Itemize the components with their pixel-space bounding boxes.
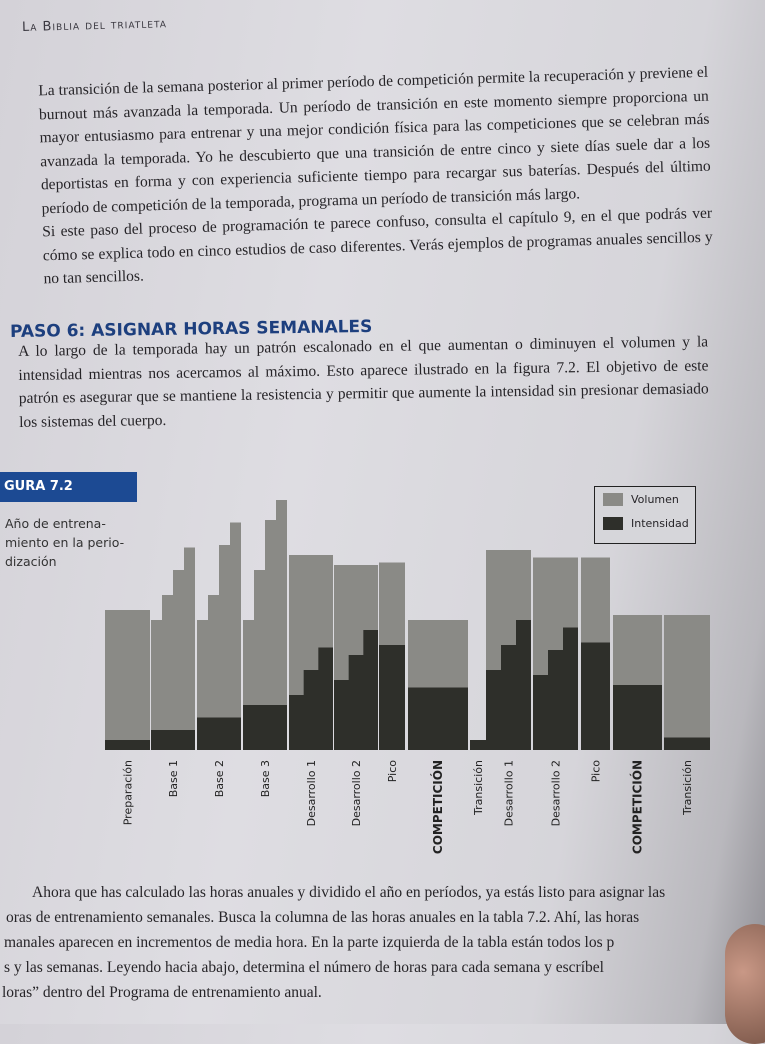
intensity-bar	[486, 620, 531, 750]
legend-label: Volumen	[631, 492, 679, 506]
volume-bar	[243, 500, 287, 750]
intensity-bar	[197, 717, 241, 750]
periodization-chart: Preparación Base 1 Base 2 Base 3 Desarrollo …	[105, 500, 710, 854]
x-tick-label: COMPETICIÓN	[430, 760, 445, 854]
paragraph: La transición de la semana posterior al …	[38, 63, 711, 217]
volume-bar	[105, 610, 150, 750]
finger	[725, 924, 765, 1044]
legend-swatch	[603, 516, 623, 530]
intensity-bar	[408, 687, 468, 750]
intensity-bar	[664, 737, 710, 750]
intensity-bar	[289, 647, 333, 750]
text-line: manales aparecen en incrementos de media…	[4, 934, 615, 951]
text-line: Ahora que has calculado las horas anuale…	[32, 884, 666, 901]
intensity-bar	[533, 627, 578, 750]
intensity-bar	[105, 740, 150, 750]
text-line: oras de entrenamiento semanales. Busca l…	[6, 909, 640, 926]
x-tick-label: Desarrollo 2	[350, 760, 363, 826]
intro-text: La transición de la semana posterior al …	[18, 61, 714, 292]
figure-caption: Año de entrena- miento en la perio- diza…	[5, 514, 145, 571]
intensity-bar	[581, 642, 610, 750]
x-tick-label: Pico	[590, 760, 603, 782]
text-line: s y las semanas. Leyendo hacia abajo, de…	[4, 959, 604, 976]
caption-line: miento en la perio-	[5, 535, 125, 550]
x-tick-label: Transición	[681, 760, 694, 816]
volume-bar	[151, 547, 195, 750]
legend-label: Intensidad	[631, 516, 689, 530]
x-tick-label: Desarrollo 2	[550, 760, 563, 826]
running-header: La Biblia del triatleta	[21, 16, 168, 35]
x-tick-label: Pico	[386, 760, 399, 782]
intensity-bar	[470, 740, 486, 750]
text-line: loras” dentro del Programa de entrenamie…	[2, 984, 322, 1001]
intensity-bar	[334, 630, 378, 750]
x-tick-label: Desarrollo 1	[305, 760, 318, 826]
x-tick-label: Base 3	[259, 760, 272, 797]
caption-line: dización	[5, 554, 57, 569]
x-tick-label: Base 2	[213, 760, 226, 797]
volume-bar	[664, 615, 710, 750]
intensity-bar	[379, 645, 405, 750]
legend-item-intensity: Intensidad	[595, 511, 695, 535]
caption-line: Año de entrena-	[5, 516, 106, 531]
x-tick-label: Desarrollo 1	[503, 760, 516, 826]
x-tick-label: Preparación	[122, 760, 135, 825]
paragraph: A lo largo de la temporada hay un patrón…	[18, 333, 709, 431]
intensity-bar	[243, 705, 287, 750]
x-tick-label: Base 1	[167, 760, 180, 797]
legend-swatch	[603, 492, 623, 506]
x-tick-label: Transición	[472, 760, 485, 816]
legend-item-volume: Volumen	[595, 487, 695, 511]
section-text: A lo largo de la temporada hay un patrón…	[18, 330, 709, 434]
bottom-text: Ahora que has calculado las horas anuale…	[2, 880, 765, 1005]
intensity-bar	[613, 685, 662, 750]
volume-bar	[197, 522, 241, 750]
figure-label: GURA 7.2	[0, 472, 137, 502]
intensity-bar	[151, 730, 195, 750]
chart-legend: Volumen Intensidad	[594, 486, 696, 544]
x-tick-label: COMPETICIÓN	[630, 760, 645, 854]
